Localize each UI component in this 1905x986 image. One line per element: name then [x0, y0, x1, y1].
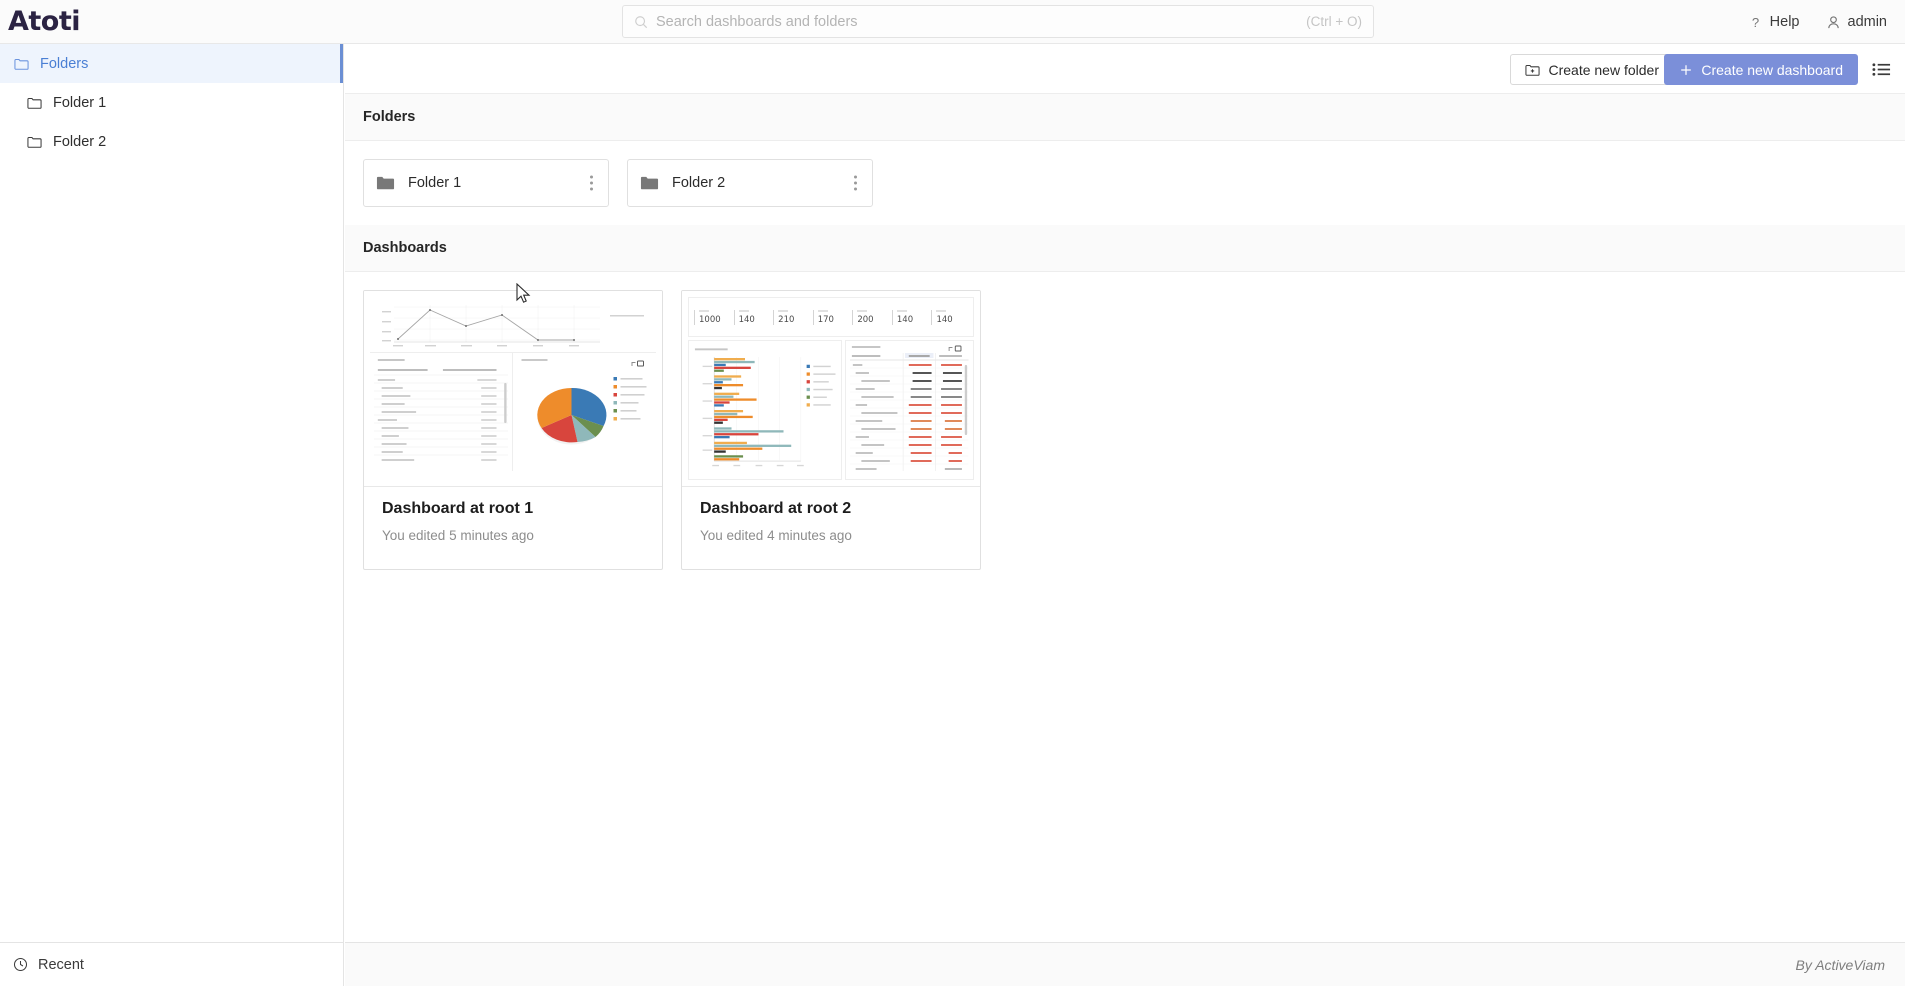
sidebar-item-folder-2[interactable]: Folder 2 — [0, 122, 343, 161]
pie-chart-svg — [521, 359, 647, 445]
search-input[interactable]: Search dashboards and folders (Ctrl + O) — [622, 5, 1374, 38]
kpi-label — [699, 309, 709, 312]
help-label: Help — [1769, 14, 1800, 30]
bar-chart-svg — [694, 348, 836, 467]
header-actions: ? Help admin — [1748, 0, 1887, 44]
kpi-value: 1000 — [699, 314, 721, 325]
thumbnail-pie-widget — [513, 353, 656, 471]
create-new-dashboard-label: Create new dashboard — [1701, 61, 1843, 78]
create-new-folder-button[interactable]: Create new folder — [1510, 54, 1674, 85]
svg-text:?: ? — [1752, 15, 1759, 30]
user-label: admin — [1847, 14, 1888, 30]
folders-grid: Folder 1 Folder 2 — [345, 141, 1905, 225]
list-view-icon — [1871, 62, 1890, 76]
dashboard-card-meta: Dashboard at root 1 You edited 5 minutes… — [364, 487, 662, 543]
kpi-tile: 140 — [891, 309, 929, 325]
kpi-value: 210 — [778, 314, 795, 325]
search-icon — [635, 15, 648, 28]
app-header: Atoti Search dashboards and folders (Ctr… — [0, 0, 1905, 44]
main-content: Create new folder Create new dashboard F… — [345, 44, 1905, 942]
dashboard-card[interactable]: Dashboard at root 1 You edited 5 minutes… — [363, 290, 663, 570]
list-view-toggle[interactable] — [1867, 55, 1895, 83]
sidebar-item-label: Folder 1 — [53, 94, 107, 111]
dashboard-subtitle: You edited 5 minutes ago — [382, 528, 534, 543]
kpi-label — [936, 309, 947, 312]
folder-outline-icon — [14, 58, 29, 70]
dashboard-card-meta: Dashboard at root 2 You edited 4 minutes… — [682, 487, 980, 543]
mouse-cursor — [516, 283, 531, 303]
line-chart-svg — [382, 305, 644, 347]
sidebar-item-label: Folders — [40, 55, 89, 72]
data-table-svg — [850, 345, 969, 471]
recent-label: Recent — [38, 956, 84, 973]
kpi-tile: 200 — [852, 309, 889, 325]
kpi-label — [778, 309, 789, 312]
folder-card-name: Folder 1 — [408, 175, 462, 191]
dashboards-section-header: Dashboards — [345, 225, 1905, 272]
thumbnail-table-widget — [370, 353, 513, 471]
kpi-value: 170 — [817, 314, 834, 325]
clock-icon — [13, 957, 28, 972]
kpi-value: 140 — [936, 314, 953, 325]
kpi-label — [817, 309, 828, 312]
thumbnail-lower-row — [370, 353, 656, 471]
more-vertical-icon[interactable] — [587, 173, 596, 194]
folders-section-header: Folders — [345, 94, 1905, 141]
dashboard-card[interactable]: 1000 140 210 170 — [681, 290, 981, 570]
create-new-dashboard-button[interactable]: Create new dashboard — [1664, 54, 1858, 85]
folder-card[interactable]: Folder 1 — [363, 159, 609, 207]
folder-filled-icon — [640, 176, 659, 190]
app-logo[interactable]: Atoti — [8, 6, 81, 37]
kpi-tile: 140 — [931, 309, 968, 325]
dashboard-thumbnail: 1000 140 210 170 — [682, 291, 980, 487]
app-footer: By ActiveViam — [345, 942, 1905, 986]
recent-button[interactable]: Recent — [0, 942, 344, 986]
dashboard-title: Dashboard at root 2 — [700, 500, 852, 517]
table-svg — [374, 357, 508, 461]
question-mark-icon: ? — [1752, 15, 1759, 30]
folder-card-name: Folder 2 — [672, 175, 726, 191]
sidebar-item-label: Folder 2 — [53, 133, 107, 150]
thumbnail-line-chart — [370, 297, 656, 353]
kpi-value: 200 — [857, 314, 874, 325]
dashboard-subtitle: You edited 4 minutes ago — [700, 528, 852, 543]
thumbnail-data-table — [845, 340, 974, 480]
folder-filled-icon — [376, 176, 395, 190]
dashboard-thumbnail — [364, 291, 662, 487]
plus-icon — [1681, 64, 1692, 75]
kpi-tile: 170 — [812, 309, 850, 325]
bar-legend — [806, 364, 836, 407]
kpi-value: 140 — [896, 314, 914, 325]
kpi-value: 140 — [738, 314, 755, 325]
thumbnail-lower-row — [688, 340, 974, 480]
pie-legend — [613, 377, 647, 421]
content-toolbar: Create new folder Create new dashboard — [345, 44, 1905, 94]
folder-plus-icon — [1525, 64, 1541, 76]
search-placeholder: Search dashboards and folders — [656, 13, 858, 30]
search-shortcut-hint: (Ctrl + O) — [1306, 14, 1362, 29]
dashboard-title: Dashboard at root 1 — [382, 500, 534, 517]
kpi-label — [896, 309, 907, 312]
kpi-label — [738, 309, 749, 312]
kpi-tile: 210 — [773, 309, 810, 325]
help-button[interactable]: ? Help — [1748, 14, 1800, 30]
sidebar-item-folders[interactable]: Folders — [0, 44, 343, 83]
kpi-tile: 140 — [733, 309, 771, 325]
more-vertical-icon[interactable] — [851, 173, 860, 194]
create-new-folder-label: Create new folder — [1548, 61, 1659, 78]
sidebar: Folders Folder 1 Folder 2 — [0, 44, 344, 942]
kpi-tile: 1000 — [694, 309, 731, 325]
footer-credit: By ActiveViam — [1795, 956, 1885, 973]
folder-outline-icon — [27, 136, 42, 148]
user-menu[interactable]: admin — [1826, 14, 1888, 30]
dashboards-grid: Dashboard at root 1 You edited 5 minutes… — [345, 272, 1905, 588]
kpi-label — [857, 309, 868, 312]
user-icon — [1827, 15, 1839, 28]
folder-outline-icon — [27, 97, 42, 109]
folder-card[interactable]: Folder 2 — [627, 159, 873, 207]
sidebar-item-folder-1[interactable]: Folder 1 — [0, 83, 343, 122]
thumbnail-bar-chart — [688, 340, 843, 480]
thumbnail-kpi-row: 1000 140 210 170 — [688, 297, 974, 337]
